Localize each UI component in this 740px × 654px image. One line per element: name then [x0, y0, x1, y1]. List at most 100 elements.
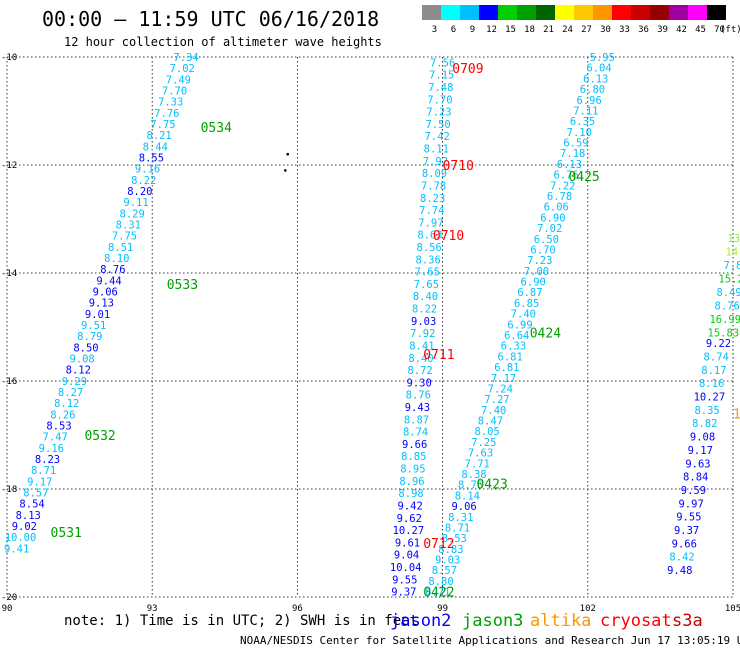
- swh-value-label: 8.20: [127, 186, 152, 198]
- swh-value-label: 8.35: [694, 405, 719, 417]
- satellite-name: jason2: [390, 611, 451, 631]
- pass-time-label: 0534: [201, 121, 232, 136]
- swh-value-label: 10.04: [390, 562, 422, 574]
- colorbar-swatch: [612, 5, 631, 20]
- swh-value-label: 8.82: [692, 418, 717, 430]
- colorbar-label: 70: [714, 25, 725, 35]
- swh-value-label: 14.: [725, 246, 740, 258]
- swh-value-label: 8.38: [461, 469, 486, 481]
- swh-value-label: 6.50: [534, 234, 559, 246]
- swh-value-label: 8.23: [35, 454, 60, 466]
- island-marker: [286, 152, 290, 156]
- colorbar-swatch: [650, 5, 669, 20]
- swh-value-label: 6.13: [583, 73, 608, 85]
- colorbar-swatch: [536, 5, 555, 20]
- swh-value-label: 9.03: [435, 555, 460, 567]
- swh-value-label: 8.76: [406, 390, 431, 402]
- satellite-legend: jason2 jason3 altika cryosat s3a: [390, 611, 703, 631]
- swh-value-label: 8.31: [448, 512, 473, 524]
- swh-value-label: 7.02: [170, 63, 195, 75]
- swh-value-label: 7.74: [419, 205, 444, 217]
- y-tick-label: -10: [1, 53, 17, 63]
- swh-value-label: 8.95: [400, 464, 425, 476]
- swh-value-label: 8.12: [66, 365, 91, 377]
- x-tick-label: 93: [147, 604, 158, 614]
- swh-value-label: 8.36: [416, 254, 441, 266]
- colorbar-label: 39: [657, 25, 668, 35]
- y-tick-label: -12: [1, 161, 17, 171]
- swh-value-label: 7.10: [567, 127, 592, 139]
- satellite-tracks: 7.347.027.497.707.337.767.758.218.448.55…: [4, 52, 740, 599]
- colorbar-label: 42: [676, 25, 687, 35]
- colorbar-swatch: [555, 5, 574, 20]
- swh-value-label: 9.17: [688, 445, 713, 457]
- swh-value-label: 8.21: [146, 130, 171, 142]
- swh-value-label: 7.00: [524, 266, 549, 278]
- swh-value-label: 9.02: [12, 521, 37, 533]
- swh-value-label: 9.51: [81, 320, 106, 332]
- swh-value-label: 7.63: [468, 448, 493, 460]
- swh-value-label: 8.12: [54, 398, 79, 410]
- pass-time-label: 0423: [476, 478, 507, 493]
- pass-time-label: 10: [733, 407, 740, 422]
- swh-value-label: 9.66: [672, 538, 697, 550]
- colorbar-swatch: [498, 5, 517, 20]
- swh-value-label: 6.99: [507, 319, 532, 331]
- swh-value-label: 8.76: [715, 300, 740, 312]
- swh-value-label: 8.42: [669, 552, 694, 564]
- colorbar-label: 45: [695, 25, 706, 35]
- swh-value-label: 7.56: [430, 57, 455, 69]
- swh-value-label: 8.76: [100, 264, 125, 276]
- footer-note: note: 1) Time is in UTC; 2) SWH is in fe…: [64, 613, 418, 629]
- swh-value-label: 6.13: [557, 159, 582, 171]
- colorbar-swatch: [460, 5, 479, 20]
- swh-value-label: 7.50: [425, 119, 450, 131]
- colorbar-legend: 3 6 9 12 15 18 21 24 27 30 33 36 39 42 45 70(ft): [422, 5, 740, 35]
- swh-value-label: 8.47: [478, 416, 503, 428]
- swh-value-label: 7.92: [423, 156, 448, 168]
- swh-value-label: 5.95: [590, 52, 615, 64]
- swh-value-label: 7.92: [410, 328, 435, 340]
- colorbar-swatch: [688, 5, 707, 20]
- colorbar-label: 18: [524, 25, 535, 35]
- swh-value-label: 6.06: [544, 202, 569, 214]
- swh-value-label: 8.87: [404, 414, 429, 426]
- satellite-name: s3a: [672, 611, 703, 631]
- swh-value-label: 9.44: [96, 275, 121, 287]
- islands: [284, 152, 290, 172]
- swh-value-label: 7.47: [43, 432, 68, 444]
- swh-value-label: 8.49: [716, 287, 740, 299]
- swh-value-label: 7.23: [426, 107, 451, 119]
- x-tick-label: 96: [292, 604, 303, 614]
- swh-value-label: 8.16: [699, 378, 724, 390]
- swh-value-label: 7.34: [173, 52, 198, 64]
- chart-title: 00:00 – 11:59 UTC 06/16/2018: [42, 7, 379, 31]
- swh-value-label: 8.10: [104, 253, 129, 265]
- swh-value-label: 6.81: [494, 362, 519, 374]
- swh-value-label: 7.48: [428, 82, 453, 94]
- footer-credit: NOAA/NESDIS Center for Satellite Applica…: [240, 634, 740, 647]
- swh-value-label: 8.83: [438, 544, 463, 556]
- swh-value-label: 6.64: [504, 330, 529, 342]
- swh-value-label: 9.42: [398, 500, 423, 512]
- swh-value-label: 9.06: [93, 287, 118, 299]
- swh-value-label: 6.04: [586, 63, 611, 75]
- swh-value-label: 6.35: [570, 116, 595, 128]
- swh-value-label: 6.33: [501, 341, 526, 353]
- colorbar-label: 12: [486, 25, 497, 35]
- swh-value-label: 9.55: [392, 574, 417, 586]
- swh-value-label: 9.17: [27, 476, 52, 488]
- swh-value-label: 7.78: [421, 180, 446, 192]
- swh-value-label: 8.40: [413, 291, 438, 303]
- colorbar-label: 36: [638, 25, 649, 35]
- swh-value-label: 7.27: [484, 394, 509, 406]
- swh-value-label: 8.53: [442, 533, 467, 545]
- pass-time-label: 0532: [84, 429, 115, 444]
- swh-value-label: 8.05: [474, 426, 499, 438]
- swh-value-label: 9.66: [402, 439, 427, 451]
- swh-value-label: 9.41: [4, 543, 29, 555]
- swh-value-label: 8.31: [116, 220, 141, 232]
- pass-time-label: 0424: [530, 326, 561, 341]
